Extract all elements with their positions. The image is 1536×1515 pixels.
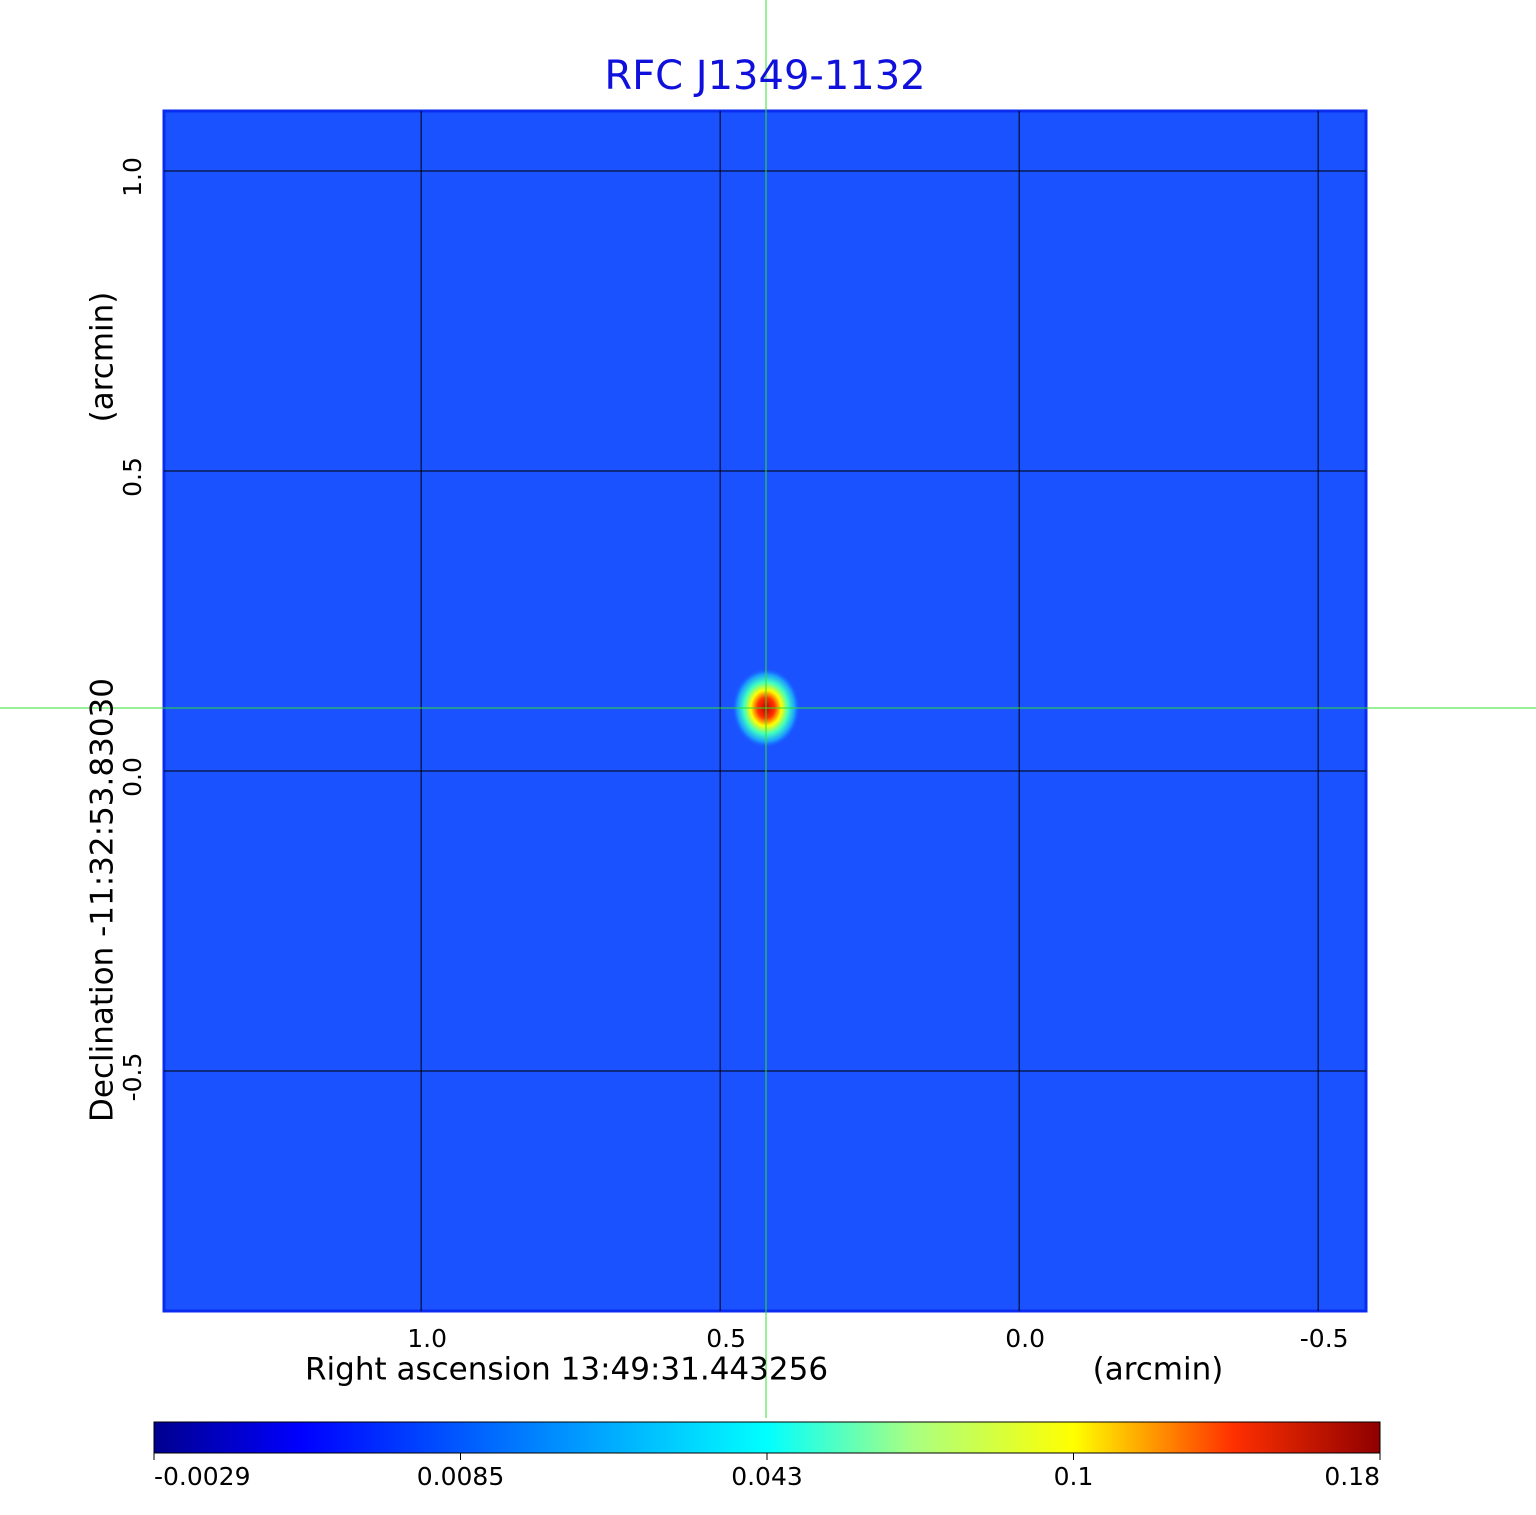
x-tick-label: -0.5 bbox=[1300, 1324, 1349, 1353]
x-tick-label: 0.5 bbox=[706, 1324, 746, 1353]
y-axis-label: Declination -11:32:53.83030 bbox=[85, 678, 121, 1122]
y-tick-label: -0.5 bbox=[118, 1053, 147, 1102]
y-tick-label: 1.0 bbox=[118, 157, 147, 197]
colorbar-tick-label: 0.043 bbox=[731, 1462, 803, 1491]
chart-title: RFC J1349-1132 bbox=[604, 53, 925, 99]
y-tick-label: 0.0 bbox=[118, 757, 147, 797]
y-axis-unit: (arcmin) bbox=[85, 292, 121, 423]
x-axis-unit: (arcmin) bbox=[1093, 1352, 1224, 1388]
colorbar-tick-label: 0.1 bbox=[1054, 1462, 1094, 1491]
colorbar-tick-label: -0.0029 bbox=[154, 1462, 251, 1491]
x-tick-label: 0.0 bbox=[1005, 1324, 1045, 1353]
x-tick-label: 1.0 bbox=[407, 1324, 447, 1353]
y-tick-label: 0.5 bbox=[118, 457, 147, 497]
colorbar bbox=[153, 1421, 1381, 1454]
colorbar-tick-label: 0.18 bbox=[1324, 1462, 1380, 1491]
colorbar-tick-label: 0.0085 bbox=[417, 1462, 504, 1491]
x-axis-label: Right ascension 13:49:31.443256 bbox=[305, 1352, 828, 1388]
